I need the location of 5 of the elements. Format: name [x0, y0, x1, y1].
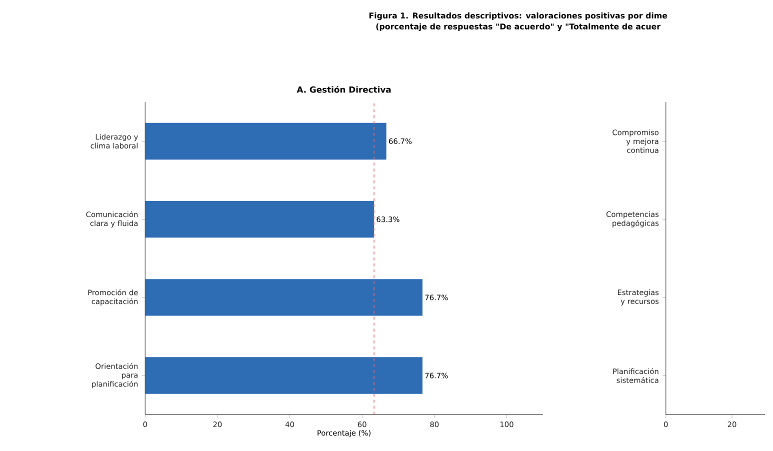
bar: [145, 122, 386, 160]
bar: [145, 200, 374, 238]
bar: [145, 357, 422, 394]
bar: [145, 278, 422, 316]
chart-title: A. Gestión Directiva: [296, 86, 391, 93]
